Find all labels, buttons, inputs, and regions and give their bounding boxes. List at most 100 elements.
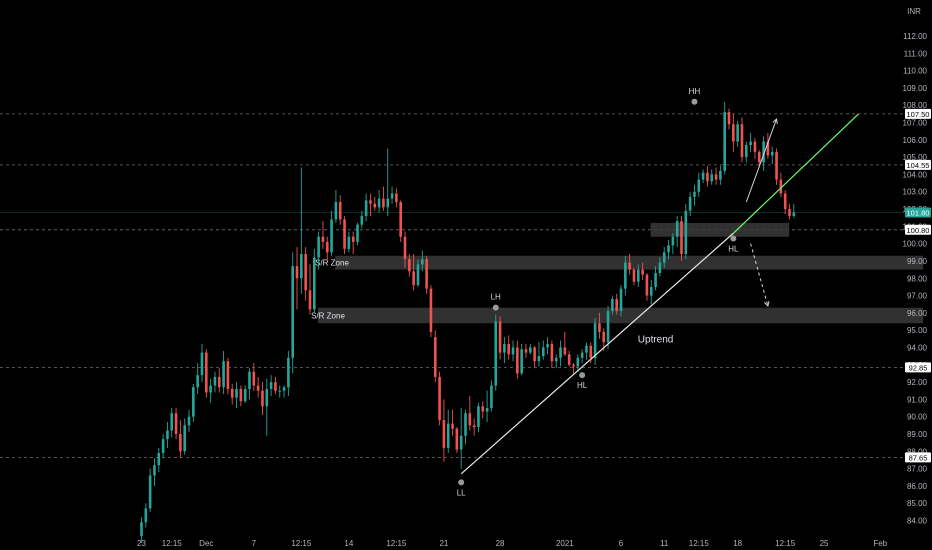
candle-body bbox=[589, 345, 593, 358]
candle-body bbox=[300, 254, 303, 279]
candle-body bbox=[503, 344, 506, 353]
price-tick: 92.00 bbox=[907, 378, 928, 387]
candle-body bbox=[213, 376, 217, 386]
price-level-label: 92.85 bbox=[909, 363, 928, 372]
candle-body bbox=[226, 361, 230, 389]
candle-body bbox=[671, 236, 675, 246]
time-tick: 18 bbox=[733, 539, 742, 548]
candle-body bbox=[637, 269, 640, 282]
projection-arrow-up bbox=[745, 118, 778, 203]
candle-body bbox=[429, 288, 433, 332]
arrow-head bbox=[772, 118, 778, 125]
candle-body bbox=[399, 202, 402, 237]
candle-body bbox=[183, 425, 186, 452]
candle-body bbox=[230, 388, 234, 398]
price-tick: 88.00 bbox=[907, 447, 928, 456]
candle-body bbox=[641, 269, 644, 275]
price-tick: 85.00 bbox=[907, 499, 928, 508]
candle-body bbox=[248, 371, 251, 389]
candle-body bbox=[485, 408, 489, 412]
price-tick: 109.00 bbox=[903, 84, 928, 93]
candle-body bbox=[770, 151, 774, 156]
candle-body bbox=[675, 221, 679, 237]
candle-body bbox=[347, 236, 351, 249]
time-tick: Dec bbox=[199, 539, 213, 548]
candle-body bbox=[533, 347, 536, 362]
candle-body bbox=[554, 357, 558, 362]
candle-body bbox=[256, 385, 260, 391]
candle-body bbox=[624, 262, 627, 289]
candle-body bbox=[308, 290, 312, 310]
time-tick: 12:15 bbox=[689, 539, 710, 548]
price-tick: 87.00 bbox=[907, 465, 928, 474]
candle-body bbox=[295, 266, 299, 279]
candle-body bbox=[166, 430, 169, 440]
candle-body bbox=[749, 141, 752, 146]
time-tick: 7 bbox=[252, 539, 257, 548]
pivot-dot bbox=[579, 372, 586, 379]
candle-body bbox=[775, 151, 778, 180]
time-tick: 25 bbox=[820, 539, 829, 548]
candle-body bbox=[762, 141, 765, 163]
pivot-label-lh: LH bbox=[491, 293, 501, 302]
candle-body bbox=[697, 179, 701, 192]
candle-body bbox=[706, 172, 709, 182]
time-tick: 11 bbox=[660, 539, 669, 548]
candle-body bbox=[572, 364, 575, 367]
candle-body bbox=[161, 439, 165, 454]
candle-body bbox=[356, 224, 359, 242]
price-level-box bbox=[905, 159, 931, 170]
candle-body bbox=[520, 349, 523, 374]
candle-body bbox=[468, 413, 472, 426]
time-axis[interactable]: 23 12:15 Dec 7 12:15 14 12:15 21 28 2021 6 11 12:15 1… bbox=[137, 539, 888, 548]
price-tick: 84.00 bbox=[907, 517, 928, 526]
candle-body bbox=[654, 273, 657, 287]
candle-body bbox=[343, 219, 346, 249]
candles bbox=[140, 101, 796, 543]
time-tick: 2021 bbox=[556, 539, 574, 548]
candle-body bbox=[360, 215, 364, 225]
candle-body bbox=[567, 354, 571, 365]
candle-body bbox=[524, 349, 528, 353]
candle-body bbox=[529, 347, 532, 353]
price-level-label: 104.55 bbox=[907, 161, 930, 170]
drawings: Uptrend bbox=[460, 113, 860, 475]
pivot-dot bbox=[730, 235, 737, 242]
price-level-lines bbox=[0, 113, 904, 458]
candle-body bbox=[144, 508, 148, 523]
time-tick: 6 bbox=[619, 539, 624, 548]
candle-body bbox=[196, 375, 199, 388]
candle-body bbox=[330, 219, 333, 253]
candle-body bbox=[325, 241, 329, 253]
price-tick: 103.00 bbox=[903, 188, 928, 197]
candle-body bbox=[585, 345, 588, 353]
candle-body bbox=[187, 416, 191, 426]
pivot-dot bbox=[458, 479, 465, 486]
candle-body bbox=[788, 209, 791, 216]
candle-body bbox=[338, 202, 342, 220]
candle-body bbox=[606, 311, 610, 343]
candle-body bbox=[662, 252, 666, 263]
sr-zone-label: S/R Zone bbox=[315, 259, 349, 268]
candle-body bbox=[494, 321, 498, 386]
candle-body bbox=[157, 453, 161, 466]
candle-body bbox=[455, 428, 459, 450]
candle-body bbox=[386, 198, 390, 208]
candle-body bbox=[745, 145, 748, 158]
candle-body bbox=[222, 361, 225, 388]
candle-body bbox=[192, 387, 195, 417]
candle-body bbox=[658, 262, 662, 274]
price-tick: 99.00 bbox=[907, 257, 928, 266]
candle-body bbox=[403, 236, 407, 260]
candle-body bbox=[740, 124, 744, 158]
price-level-box bbox=[905, 362, 931, 373]
candle-body bbox=[498, 321, 502, 353]
candle-body bbox=[615, 299, 618, 312]
price-tick: 96.00 bbox=[907, 309, 928, 318]
price-tick: 97.00 bbox=[907, 292, 928, 301]
time-tick: 14 bbox=[344, 539, 353, 548]
time-tick: 12:15 bbox=[775, 539, 796, 548]
candle-body bbox=[645, 274, 649, 296]
price-level-label: 107.50 bbox=[907, 110, 930, 119]
